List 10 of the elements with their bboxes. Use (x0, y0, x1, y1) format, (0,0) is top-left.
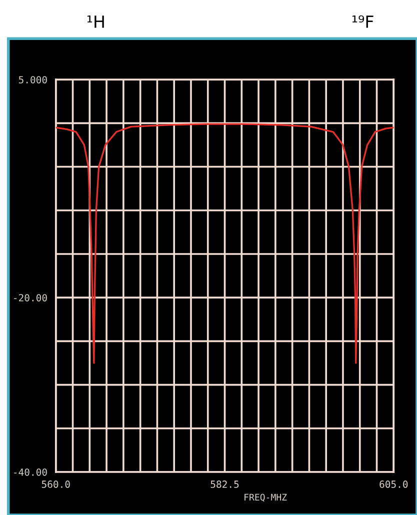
text: ¹⁹F (352, 15, 374, 28)
text: ¹H (87, 16, 104, 28)
x-axis-title: FREQ-MHZ (244, 494, 287, 502)
y-tick-label: -20.00 (14, 294, 47, 302)
y-tick-label: 5.000 (18, 76, 47, 84)
x-tick-label: 560.0 (42, 480, 70, 488)
x-tick-label: 605.0 (380, 480, 408, 488)
y-tick-label: -40.00 (14, 468, 47, 476)
line-series (56, 123, 394, 364)
x-tick-label: 582.5 (210, 480, 239, 488)
